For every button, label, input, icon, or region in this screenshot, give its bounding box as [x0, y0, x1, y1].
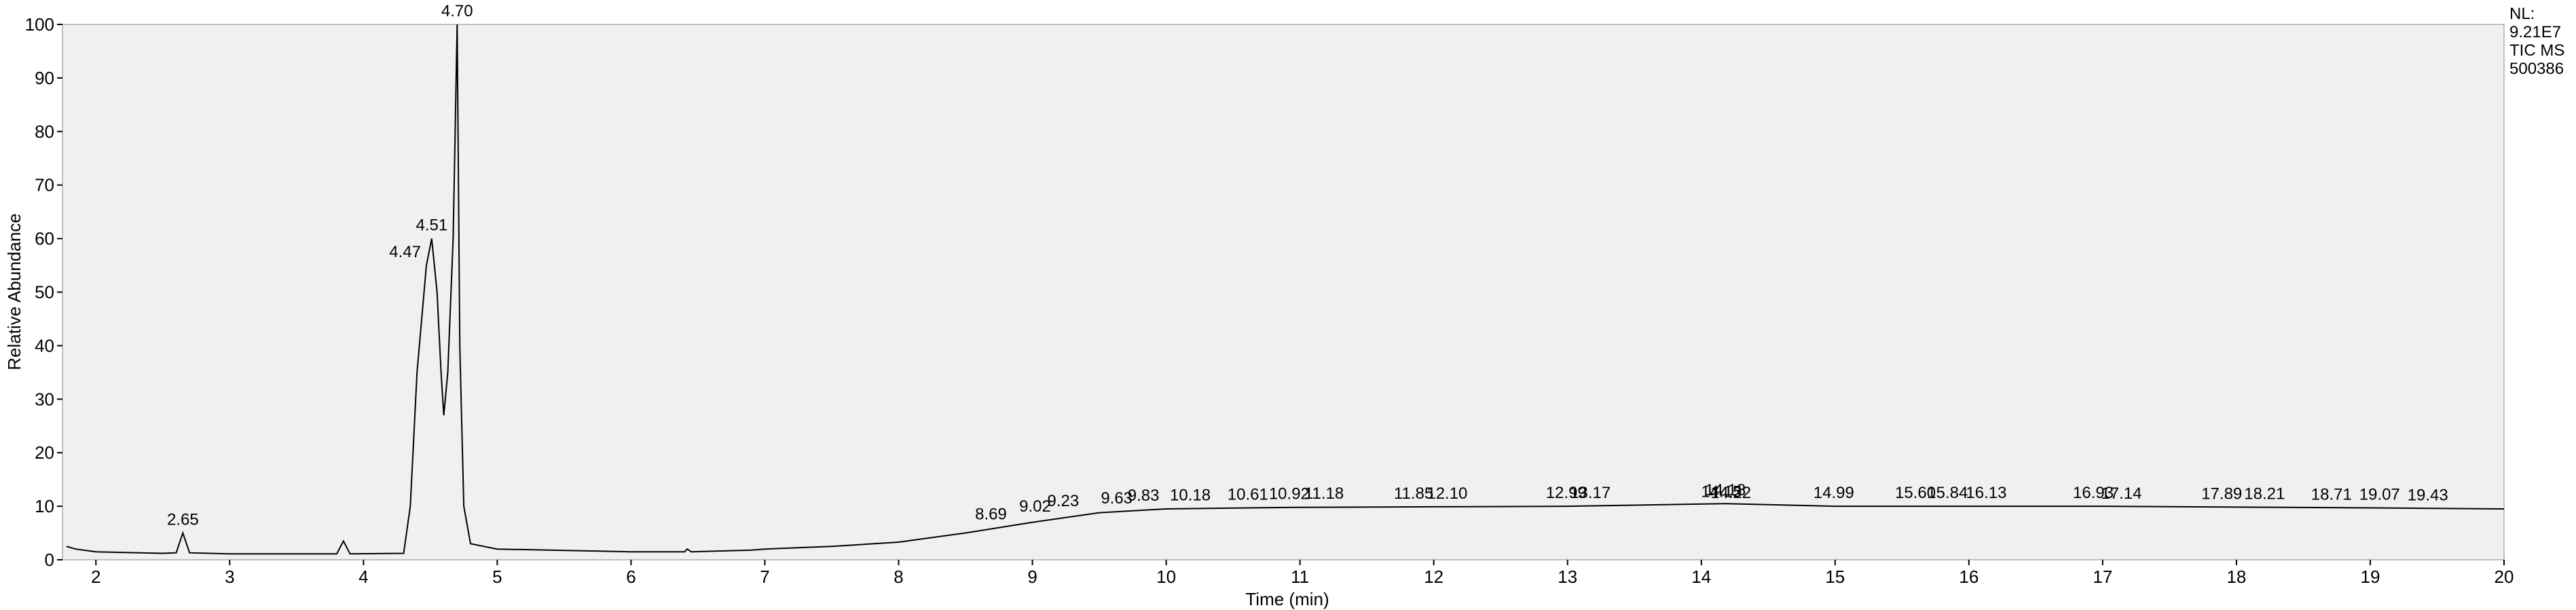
x-tick-label: 4 [358, 567, 368, 587]
peak-label: 15.60 [1895, 484, 1936, 502]
x-tick-label: 17 [2093, 567, 2112, 587]
y-tick-label: 10 [35, 496, 54, 516]
x-tick-label: 12 [1424, 567, 1443, 587]
x-tick-label: 19 [2360, 567, 2380, 587]
peak-label: 9.63 [1101, 489, 1133, 508]
peak-label: 11.85 [1394, 484, 1433, 503]
y-tick-label: 50 [35, 282, 54, 303]
x-tick-label: 16 [1959, 567, 1979, 587]
peak-label: 12.10 [1427, 484, 1467, 503]
peak-label: 2.65 [167, 511, 199, 529]
x-tick-label: 11 [1291, 567, 1309, 587]
peak-label: 4.70 [441, 2, 473, 20]
chromatogram-line [66, 24, 2505, 555]
peak-label: 8.69 [975, 506, 1007, 524]
x-tick-label: 7 [760, 567, 769, 587]
peak-label: 9.23 [1048, 492, 1080, 510]
y-tick-label: 70 [35, 175, 54, 195]
peak-label: 17.14 [2101, 484, 2141, 503]
y-tick-label: 40 [35, 335, 54, 356]
peak-label: 15.84 [1927, 484, 1968, 502]
peak-label: 11.18 [1304, 484, 1344, 503]
y-tick-label: 20 [35, 442, 54, 463]
peak-label: 12.99 [1546, 484, 1587, 502]
peak-label: 10.18 [1170, 486, 1211, 504]
peak-label: 17.89 [2201, 485, 2242, 503]
y-tick-label: 90 [35, 68, 54, 88]
y-tick-label: 60 [35, 229, 54, 249]
x-tick-label: 6 [626, 567, 636, 587]
x-tick-label: 5 [492, 567, 502, 587]
peak-label: 16.93 [2073, 484, 2114, 502]
x-tick-label: 13 [1558, 567, 1577, 587]
peak-label: 18.71 [2311, 485, 2352, 503]
info-text: NL: [2509, 5, 2535, 23]
peak-label: 19.07 [2359, 485, 2400, 503]
peak-label: 9.02 [1019, 497, 1051, 516]
peak-label: 16.13 [1966, 484, 2006, 502]
x-tick-label: 8 [894, 567, 903, 587]
x-tick-label: 20 [2495, 567, 2514, 587]
peak-label: 10.92 [1269, 485, 1310, 503]
info-text: TIC MS [2509, 41, 2564, 60]
peak-label: 19.43 [2408, 486, 2448, 504]
x-tick-label: 2 [91, 567, 100, 587]
x-tick-label: 18 [2226, 567, 2246, 587]
x-axis-title: Time (min) [1245, 589, 1329, 609]
peak-label: 14.15 [1701, 483, 1742, 501]
info-text: 500386 [2509, 60, 2564, 78]
info-text: 9.21E7 [2509, 23, 2561, 41]
x-tick-label: 9 [1027, 567, 1037, 587]
y-tick-label: 80 [35, 121, 54, 142]
peak-label: 13.17 [1570, 484, 1611, 502]
x-tick-label: 10 [1156, 567, 1176, 587]
peak-label: 18.21 [2244, 485, 2285, 503]
y-tick-label: 100 [25, 14, 54, 35]
plot-area [62, 24, 2505, 560]
peak-label: 14.18 [1705, 481, 1746, 499]
peak-label: 14.99 [1814, 484, 1854, 502]
peak-label: 9.83 [1128, 487, 1160, 505]
peak-label: 4.47 [389, 243, 421, 261]
peak-label: 14.22 [1710, 484, 1751, 502]
peak-label: 10.61 [1228, 485, 1268, 503]
x-tick-label: 3 [225, 567, 234, 587]
y-tick-label: 30 [35, 389, 54, 409]
x-tick-label: 15 [1825, 567, 1845, 587]
y-axis-title: Relative Abundance [4, 213, 24, 370]
peak-label: 4.51 [416, 216, 447, 235]
x-tick-label: 14 [1691, 567, 1711, 587]
y-tick-label: 0 [45, 550, 54, 570]
